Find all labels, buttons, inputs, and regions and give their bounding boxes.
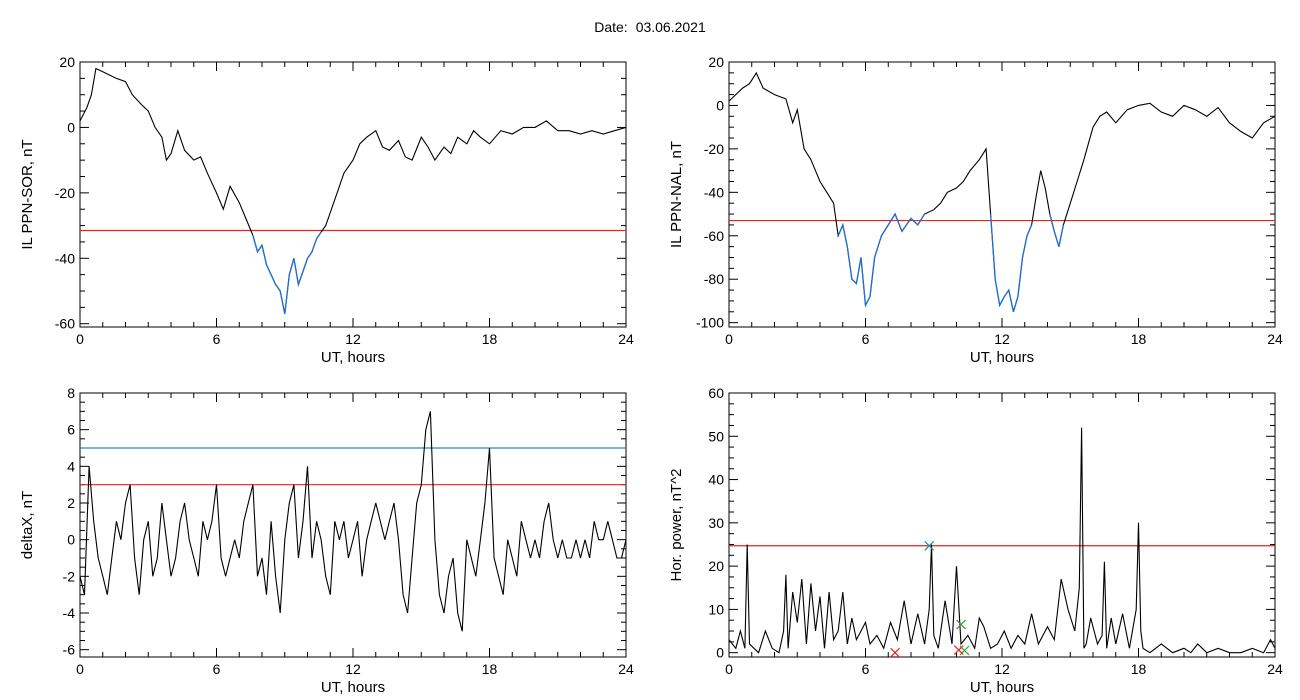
series-line-highlight <box>837 212 926 308</box>
y-tick-label: 0 <box>67 532 75 548</box>
series-line-highlight <box>989 213 1033 312</box>
x-tick-label: 6 <box>862 331 870 347</box>
date-value: 03.06.2021 <box>635 19 706 35</box>
y-tick-label: 10 <box>708 601 724 617</box>
x-tick-label: 24 <box>618 661 634 677</box>
date-label: Date: <box>594 19 628 35</box>
y-tick-label: 0 <box>716 97 724 113</box>
marker-stroke <box>890 647 900 657</box>
chart-power: 0 6 12 18 24 0 10 20 30 40 50 60 UT, hours Hor. power… <box>668 385 1283 696</box>
y-tick-label: 60 <box>708 385 724 401</box>
y-tick-label: 20 <box>708 54 724 70</box>
y-tick-label: -20 <box>55 185 75 201</box>
x-tick-label: 0 <box>76 331 84 347</box>
y-tick-label: 20 <box>708 558 724 574</box>
series-line <box>729 427 1275 654</box>
x-tick-label: 6 <box>213 661 221 677</box>
plot-frame <box>79 61 627 328</box>
y-tick-label: -100 <box>696 315 724 331</box>
y-tick-label: 0 <box>716 645 724 661</box>
y-tick-label: -6 <box>63 642 76 658</box>
series-line <box>80 67 626 315</box>
point-marker <box>890 647 900 657</box>
y-tick-label: -20 <box>704 141 724 157</box>
y-tick-label: 6 <box>67 422 75 438</box>
chart-sor: 0 6 12 18 24 -60 -40 -20 0 20 UT, hours IL PPN-SOR,… <box>19 54 634 366</box>
y-tick-label: -40 <box>55 250 75 266</box>
x-axis-label: UT, hours <box>970 679 1034 696</box>
x-axis-label: UT, hours <box>321 349 385 366</box>
plot-frame <box>728 61 1276 328</box>
plot-area <box>80 67 626 315</box>
series-line <box>729 71 1275 312</box>
x-tick-label: 0 <box>76 661 84 677</box>
y-tick-label: -80 <box>704 271 724 287</box>
y-tick-label: 0 <box>67 119 75 135</box>
x-tick-label: 24 <box>1267 661 1283 677</box>
y-tick-label: -60 <box>55 316 75 332</box>
x-tick-label: 0 <box>725 661 733 677</box>
y-tick-label: -2 <box>63 568 76 584</box>
point-marker <box>953 645 964 655</box>
x-tick-label: 24 <box>1267 331 1283 347</box>
y-tick-label: 50 <box>708 428 724 444</box>
x-tick-label: 18 <box>482 661 498 677</box>
point-marker <box>924 540 935 551</box>
y-tick-label: 8 <box>67 385 75 401</box>
x-tick-label: 18 <box>1131 331 1147 347</box>
plot-area <box>729 427 1275 657</box>
x-tick-label: 6 <box>862 661 870 677</box>
y-tick-label: -60 <box>704 228 724 244</box>
x-tick-label: 18 <box>1131 661 1147 677</box>
y-tick-label: 4 <box>67 458 75 474</box>
y-axis-label: deltaX, nT <box>19 491 36 559</box>
x-tick-label: 12 <box>994 331 1010 347</box>
y-tick-label: -4 <box>63 605 76 621</box>
x-tick-label: 24 <box>618 331 634 347</box>
chart-nal: 0 6 12 18 24 -100 -80 -60 -40 -20 0 20 UT, hours IL P… <box>668 54 1283 366</box>
series-line-highlight <box>252 231 322 315</box>
series-line-highlight <box>1049 213 1065 247</box>
plot-area <box>729 71 1275 312</box>
x-tick-label: 12 <box>994 661 1010 677</box>
y-tick-label: 2 <box>67 495 75 511</box>
y-tick-label: 30 <box>708 515 724 531</box>
x-tick-label: 0 <box>725 331 733 347</box>
x-tick-label: 12 <box>345 331 361 347</box>
x-tick-label: 6 <box>213 331 221 347</box>
x-tick-label: 18 <box>482 331 498 347</box>
plot-frame <box>728 392 1276 658</box>
series-line <box>80 411 626 632</box>
marker-stroke <box>956 619 966 630</box>
y-tick-label: 20 <box>59 54 75 70</box>
y-tick-label: -40 <box>704 184 724 200</box>
y-axis-label: Hor. power, nT^2 <box>668 469 685 582</box>
plot-area <box>80 411 626 632</box>
page-title: Date: 03.06.2021 <box>0 19 1300 35</box>
y-axis-label: IL PPN-SOR, nT <box>19 139 36 249</box>
point-marker <box>956 619 966 630</box>
y-tick-label: 40 <box>708 472 724 488</box>
y-axis-label: IL PPN-NAL, nT <box>668 141 685 248</box>
x-tick-label: 12 <box>345 661 361 677</box>
marker-stroke <box>953 645 964 655</box>
marker-stroke <box>924 540 935 551</box>
x-axis-label: UT, hours <box>321 679 385 696</box>
x-axis-label: UT, hours <box>970 349 1034 366</box>
